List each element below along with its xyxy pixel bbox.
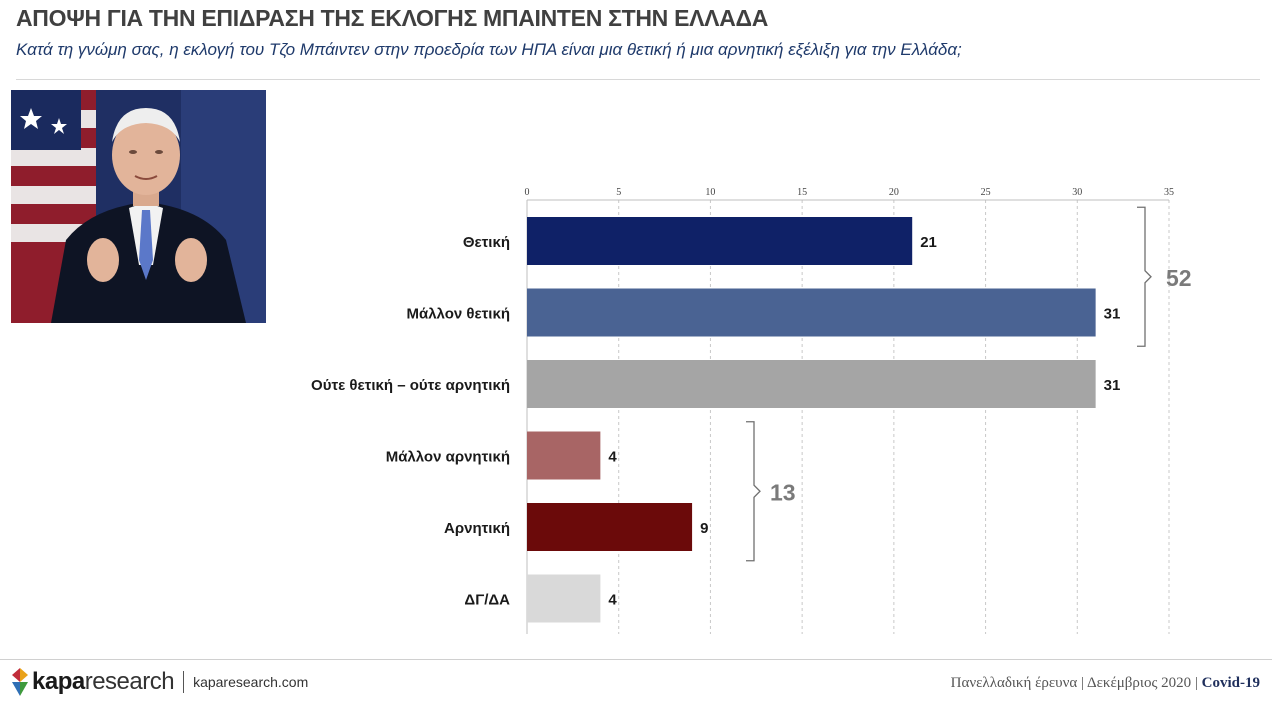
x-tick-label: 20 [889,187,899,198]
speaker-photo-illustration [11,90,266,323]
x-tick-label: 10 [705,187,715,198]
bar [527,503,693,551]
bar [527,360,1096,408]
category-label: Ούτε θετική – ούτε αρνητική [311,377,510,394]
bar [527,431,601,480]
footer-separator: | [1081,675,1085,691]
group-bracket [1137,206,1152,347]
logo-text-research: research [84,668,175,695]
kapa-research-logo: kapa research kaparesearch.com [12,667,308,697]
footer-separator: | [1194,675,1198,691]
data-label: 31 [1104,377,1121,394]
data-label: 4 [608,449,617,466]
data-label: 9 [700,520,708,537]
group-bracket [746,421,761,562]
x-tick-label: 5 [616,187,621,198]
x-tick-label: 15 [797,187,807,198]
footer-survey: Πανελλαδική έρευνα [950,675,1078,691]
data-label: 4 [608,592,617,609]
x-tick-label: 30 [1072,187,1082,198]
category-label: Μάλλον θετική [406,306,510,323]
bar [527,574,601,623]
x-tick-label: 25 [981,187,991,198]
bar [527,288,1096,337]
logo-text-kapa: kapa [32,668,85,695]
header-divider [16,79,1260,80]
category-label: Αρνητική [444,520,510,537]
logo-separator [183,671,185,693]
x-tick-label: 35 [1164,187,1174,198]
footer-date: Δεκέμβριος 2020 [1086,675,1192,691]
category-label: Θετική [463,234,510,251]
bar [527,217,913,265]
kapa-logo-icon [12,668,28,696]
page-subtitle: Κατά τη γνώμη σας, η εκλογή του Τζο Μπάι… [16,40,962,59]
group-total-label: 52 [1166,265,1192,291]
x-tick-label: 0 [525,187,530,198]
speaker-photo [11,90,266,323]
footer-tag: Covid-19 [1201,675,1260,691]
page-title: ΑΠΟΨΗ ΓΙΑ ΤΗΝ ΕΠΙΔΡΑΣΗ ΤΗΣ ΕΚΛΟΓΗΣ ΜΠΑΙΝ… [16,5,769,31]
footer-url: kaparesearch.com [193,674,309,690]
group-total-label: 13 [770,479,796,505]
category-label: ΔΓ/ΔΑ [464,592,510,609]
footer-divider [0,659,1272,660]
data-label: 31 [1104,306,1121,323]
data-label: 21 [920,234,937,251]
footer-survey-info: Πανελλαδική έρευνα | Δεκέμβριος 2020 | C… [951,675,1260,692]
category-label: Μάλλον αρνητική [386,449,510,466]
